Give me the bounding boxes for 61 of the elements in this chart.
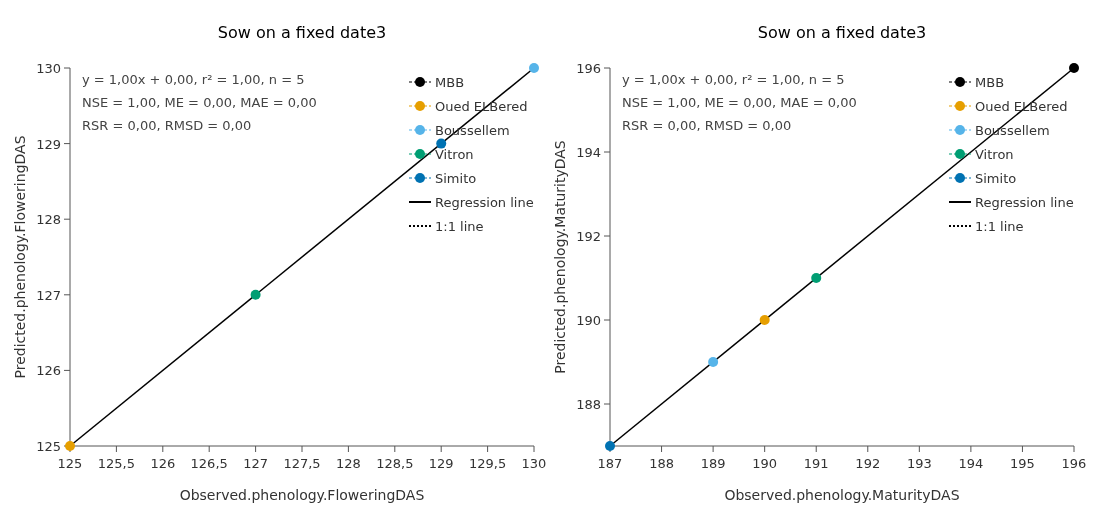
x-tick-label: 125 (57, 456, 83, 471)
point (759, 315, 770, 325)
annotation: RSR = 0,00, RMSD = 0,00 (82, 118, 252, 133)
legend-label: MBB (435, 75, 465, 90)
x-tick-label: 126 (150, 456, 176, 471)
chart-title: Sow on a fixed date3 (757, 23, 927, 42)
annotation: RSR = 0,00, RMSD = 0,00 (622, 118, 792, 133)
x-tick-label: 192 (855, 456, 881, 471)
y-tick-label: 125 (36, 439, 61, 454)
legend-label: Vitron (435, 147, 474, 162)
x-tick-label: 187 (597, 456, 623, 471)
y-tick-label: 192 (576, 229, 601, 244)
legend-label: 1:1 line (435, 219, 484, 234)
point (811, 273, 822, 283)
y-axis-title: Predicted.phenology.MaturityDAS (552, 140, 568, 374)
y-tick-label: 128 (36, 212, 61, 228)
annotation: NSE = 1,00, ME = 0,00, MAE = 0,00 (622, 95, 857, 110)
legend-label: Regression line (435, 195, 534, 210)
legend-label: Simito (975, 171, 1017, 186)
x-tick-label: 196 (1061, 456, 1087, 471)
y-tick-label: 126 (36, 363, 61, 379)
point (529, 63, 539, 73)
x-tick-label: 130 (521, 456, 547, 471)
legend-label: 1:1 line (975, 219, 1024, 234)
legend-label: Regression line (975, 195, 1074, 210)
y-tick-label: 190 (576, 313, 601, 328)
x-axis-title: Observed.phenology.FloweringDAS (179, 487, 425, 503)
x-tick-label: 128,5 (376, 456, 414, 471)
y-tick-label: 130 (36, 61, 61, 76)
point (250, 289, 261, 300)
x-tick-label: 195 (1010, 456, 1035, 471)
point (436, 138, 447, 149)
chart-title: Sow on a fixed date3 (217, 23, 387, 42)
y-tick-label: 188 (576, 397, 601, 412)
x-tick-label: 188 (649, 456, 674, 471)
x-tick-label: 126,5 (190, 456, 228, 471)
x-tick-label: 128 (335, 456, 361, 471)
legend-label: Simito (435, 171, 477, 186)
x-tick-label: 190 (752, 456, 778, 471)
x-tick-label: 189 (700, 456, 726, 471)
y-axis-title: Predicted.phenology.FloweringDAS (12, 135, 28, 379)
legend-label: MBB (975, 75, 1005, 90)
x-tick-label: 129 (428, 456, 454, 471)
y-tick-label: 196 (576, 61, 601, 76)
x-tick-label: 191 (803, 456, 829, 471)
y-tick-label: 129 (36, 136, 61, 152)
x-tick-label: 127,5 (283, 456, 321, 471)
x-tick-label: 194 (958, 456, 984, 471)
x-tick-label: 129,5 (468, 456, 507, 471)
point (1069, 63, 1079, 73)
y-tick-label: 194 (576, 145, 601, 160)
annotation: y = 1,00x + 0,00, r² = 1,00, n = 5 (622, 72, 845, 87)
legend-label: Vitron (975, 147, 1014, 162)
x-tick-label: 127 (243, 456, 269, 471)
x-tick-label: 193 (906, 456, 932, 471)
annotation: NSE = 1,00, ME = 0,00, MAE = 0,00 (82, 95, 317, 110)
x-axis-title: Observed.phenology.MaturityDAS (724, 487, 960, 503)
y-tick-label: 127 (36, 287, 61, 303)
annotation: y = 1,00x + 0,00, r² = 1,00, n = 5 (82, 72, 305, 87)
point (708, 357, 719, 367)
x-tick-label: 125,5 (97, 456, 136, 471)
